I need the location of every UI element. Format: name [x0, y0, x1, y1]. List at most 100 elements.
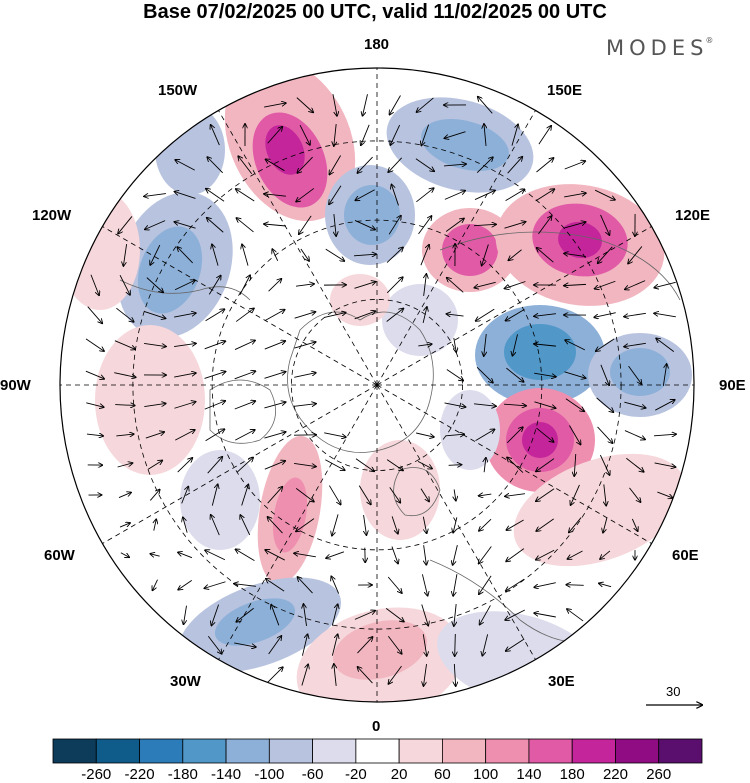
wind-arrow	[417, 97, 434, 112]
wind-arrow	[574, 453, 576, 476]
wind-arrow	[444, 131, 466, 139]
wind-arrow	[268, 517, 283, 534]
lon-label-60w: 60W	[44, 547, 75, 564]
wind-arrow	[416, 432, 434, 437]
wind-arrow	[296, 188, 315, 201]
colorbar-cell	[528, 738, 573, 764]
wind-arrow	[564, 222, 585, 229]
wind-arrow	[448, 465, 462, 466]
wind-arrow	[600, 364, 609, 385]
meridian-line	[376, 384, 652, 544]
map-title: Base 07/02/2025 00 UTC, valid 11/02/2025…	[143, 1, 607, 23]
wind-arrow	[506, 367, 523, 382]
wind-arrow	[453, 574, 458, 596]
wind-arrow	[174, 280, 195, 291]
wind-arrow	[329, 155, 341, 175]
wind-arrow	[120, 552, 129, 558]
wind-arrow	[331, 576, 340, 594]
registered-mark: ®	[705, 36, 714, 45]
wind-arrow	[235, 308, 254, 322]
reference-vector-label: 30	[666, 684, 681, 699]
wind-arrow	[388, 665, 402, 684]
wind-arrow	[144, 194, 166, 197]
wind-arrow	[266, 579, 285, 592]
wind-arrow	[422, 516, 426, 533]
wind-arrow	[205, 429, 225, 442]
wind-arrow	[174, 343, 196, 348]
wind-arrow	[595, 280, 616, 289]
wind-arrow	[264, 402, 285, 409]
meridian-line	[218, 110, 378, 386]
colorbar-tick-label: -100	[254, 766, 285, 783]
wind-arrow	[174, 402, 195, 409]
colorbar-tick-label: -140	[211, 766, 242, 783]
wind-arrow	[238, 156, 253, 174]
wind-arrow	[116, 434, 133, 436]
wind-arrow	[355, 189, 375, 201]
wind-arrow	[268, 636, 282, 655]
brand-text: MODES	[606, 36, 709, 60]
colorbar-cell	[485, 738, 530, 764]
wind-arrow	[332, 514, 339, 535]
wind-arrow	[264, 103, 286, 108]
anomaly-region	[333, 620, 427, 680]
wind-arrow	[211, 604, 219, 626]
wind-arrow	[264, 372, 285, 379]
wind-arrow	[391, 546, 398, 563]
wind-arrow	[657, 491, 672, 498]
anomaly-region	[513, 453, 687, 567]
wind-arrow	[386, 277, 402, 294]
wind-arrow	[118, 492, 131, 498]
wind-arrow	[265, 310, 284, 321]
wind-arrow	[479, 546, 492, 564]
wind-arrow	[475, 429, 495, 442]
wind-arrow	[386, 308, 404, 322]
wind-arrow	[116, 307, 133, 322]
wind-arrow	[183, 517, 188, 533]
wind-arrow	[507, 157, 523, 174]
wind-arrow	[454, 663, 455, 686]
wind-arrow	[177, 247, 193, 264]
wind-arrow	[264, 432, 285, 439]
wind-arrow	[537, 248, 554, 263]
wind-arrow	[629, 487, 640, 502]
wind-arrow	[594, 189, 615, 200]
wind-arrow	[392, 185, 399, 206]
wind-arrow	[150, 244, 161, 265]
wind-arrow	[484, 334, 486, 356]
wind-arrow	[236, 549, 255, 562]
wind-arrow	[422, 307, 427, 324]
wind-arrow	[117, 463, 133, 468]
anomaly-region	[360, 440, 440, 540]
wind-arrow	[474, 281, 496, 287]
wind-arrow	[208, 276, 220, 295]
wind-arrow	[358, 667, 373, 684]
wind-arrow	[324, 313, 345, 318]
wind-arrow	[294, 342, 315, 349]
wind-arrow	[236, 458, 253, 473]
wind-arrow	[206, 189, 225, 202]
wind-arrow	[268, 279, 282, 292]
wind-arrow	[236, 607, 254, 622]
wind-arrow	[479, 518, 492, 531]
wind-arrow	[331, 604, 337, 626]
wind-arrow	[326, 551, 345, 558]
wind-arrow	[325, 248, 345, 261]
wind-arrow	[118, 216, 133, 233]
wind-arrow	[123, 244, 128, 266]
wind-arrow	[212, 244, 219, 266]
wind-arrow	[420, 245, 429, 266]
modes-logo: MODES®	[606, 36, 713, 60]
wind-arrow	[476, 308, 495, 321]
wind-arrow	[207, 157, 224, 174]
wind-arrow	[328, 485, 340, 505]
anomaly-region	[382, 284, 458, 356]
wind-arrow	[204, 341, 226, 350]
lon-label-30w: 30W	[170, 673, 201, 690]
anomaly-region	[610, 348, 670, 396]
wind-arrow	[267, 127, 283, 144]
wind-arrow	[654, 462, 676, 467]
colorbar-cell	[441, 738, 487, 764]
colorbar-cell	[398, 738, 443, 764]
wind-arrow	[234, 371, 256, 380]
